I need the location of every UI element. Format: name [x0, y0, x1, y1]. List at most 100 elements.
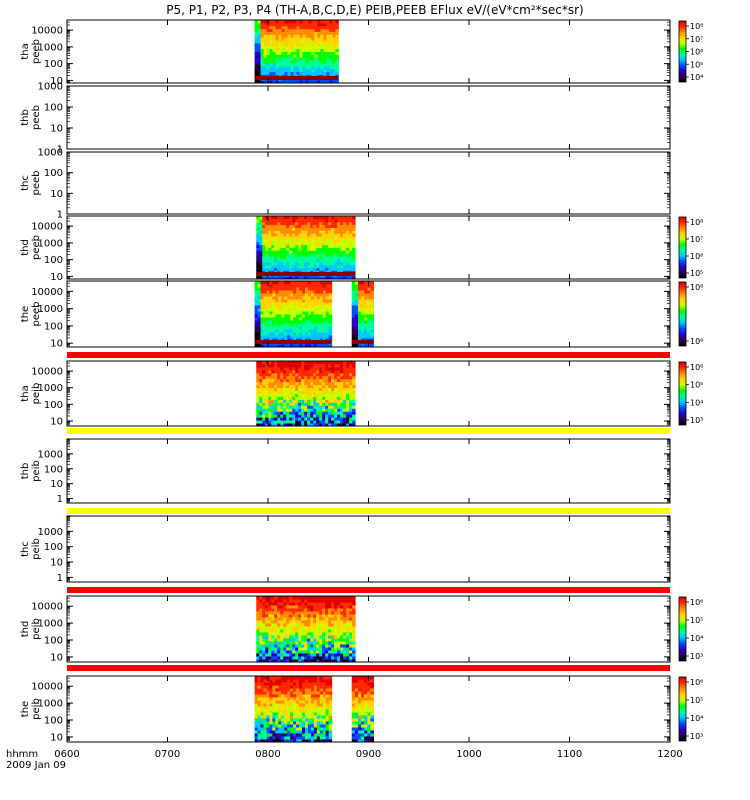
y-tick-label: 1: [57, 145, 63, 156]
panel-the-peeb: 10 100 1000 10000 thepeeb 10⁶ 10⁸: [20, 280, 703, 350]
x-tick-label: 0900: [356, 749, 381, 760]
x-axis-label-hhmm: hhmm: [6, 749, 38, 760]
y-tick-label: 10: [50, 272, 63, 283]
colorbar-tick-label: 10⁷: [690, 35, 703, 44]
panel-frame: [66, 215, 671, 280]
panel-thd-peeb: 10 100 1000 10000 thdpeeb 10⁵ 10⁶ 10⁷ 10⁸: [20, 215, 703, 283]
y-tick-label: 1000: [38, 304, 63, 315]
y-tick-label: 1000: [38, 238, 63, 249]
spectrogram-block: [254, 281, 333, 348]
colorbar-tick-label: 10⁸: [690, 22, 703, 31]
colorbar-tick-label: 10⁵: [690, 616, 703, 625]
spectrogram-block: [351, 676, 375, 743]
y-tick-label: 10: [50, 652, 63, 663]
x-tick-label: 0600: [54, 749, 79, 760]
y-tick-label: 10: [50, 189, 63, 200]
y-tick-label: 10: [50, 558, 63, 569]
spectrogram-block: [351, 281, 375, 348]
panel-frame: [66, 85, 671, 150]
x-tick-label: 0700: [155, 749, 180, 760]
panel-thd-peib: 10 100 1000 10000 thdpeib 10³ 10⁴ 10⁵ 10⁶: [20, 587, 703, 663]
panel-frame: [66, 438, 671, 504]
y-tick-label: 100: [44, 542, 63, 553]
colorbar-tick-label: 10⁵: [690, 60, 703, 69]
x-tick-label: 1000: [456, 749, 481, 760]
panel-label: thcpeib: [20, 538, 42, 560]
y-tick-label: 100: [44, 103, 63, 114]
panel-tha-peib: 10 100 1000 10000 thapeib 10³ 10⁴ 10⁵ 10⁶: [20, 352, 703, 427]
colorbar-tick-label: 10⁶: [690, 598, 703, 607]
flag-bar: [67, 428, 670, 434]
x-tick-label: 1100: [557, 749, 582, 760]
colorbar: 10³ 10⁴ 10⁵ 10⁶: [678, 676, 703, 742]
y-tick-label: 1000: [38, 527, 63, 538]
panel-thb-peeb: 1 10 100 1000 thbpeeb: [20, 82, 671, 156]
panel-label: thcpeeb: [20, 171, 42, 196]
y-tick-label: 10: [50, 416, 63, 427]
colorbar-tick-label: 10⁶: [690, 337, 703, 346]
y-tick-label: 100: [44, 716, 63, 727]
y-tick-label: 100: [44, 255, 63, 266]
x-tick-label: 0800: [255, 749, 280, 760]
colorbar-tick-label: 10⁶: [690, 48, 703, 57]
colorbar-tick-label: 10⁵: [690, 696, 703, 705]
colorbar: 10³ 10⁴ 10⁵ 10⁶: [678, 361, 703, 426]
panel-frame: [66, 151, 671, 215]
panels: 10100100010000thapeeb10⁴10⁵10⁶10⁷10⁸1101…: [20, 19, 703, 743]
colorbar-tick-label: 10⁸: [690, 283, 703, 292]
y-tick-label: 1000: [38, 619, 63, 630]
colorbar-tick-label: 10³: [690, 652, 703, 661]
colorbar-tick-label: 10⁶: [690, 363, 703, 372]
y-tick-label: 10000: [31, 367, 63, 378]
panel-label: thbpeeb: [20, 105, 42, 130]
y-tick-label: 10: [50, 479, 63, 490]
y-tick-label: 10: [50, 732, 63, 743]
y-tick-label: 100: [44, 321, 63, 332]
colorbar: 10⁵ 10⁶ 10⁷ 10⁸: [678, 216, 703, 279]
y-tick-label: 10: [50, 339, 63, 350]
panel-frame: [66, 595, 671, 663]
flag-bar: [67, 665, 670, 671]
x-axis: 0600 0700 0800 0900 1000 1100 1200: [54, 749, 682, 760]
colorbar-tick-label: 10⁵: [690, 269, 703, 278]
y-tick-label: 100: [44, 59, 63, 70]
spectrogram-block: [256, 596, 356, 663]
colorbar-tick-label: 10³: [690, 732, 703, 741]
colorbar-tick-label: 10³: [690, 416, 703, 425]
colorbar-tick-label: 10⁷: [690, 235, 703, 244]
colorbar-tick-label: 10⁴: [690, 714, 703, 723]
panel-thc-peeb: 1 10 100 1000 thcpeeb: [20, 148, 671, 221]
y-tick-label: 10000: [31, 222, 63, 233]
y-tick-label: 1: [57, 573, 63, 584]
panel-label: thepeeb: [20, 302, 42, 327]
y-tick-label: 1: [57, 210, 63, 221]
panel-the-peib: 10 100 1000 10000 thepeib 10³ 10⁴ 10⁵ 10⁶: [20, 665, 703, 743]
colorbar-tick-label: 10⁴: [690, 398, 703, 407]
colorbar-tick-label: 10⁸: [690, 218, 703, 227]
panel-label: thdpeeb: [20, 235, 42, 260]
panel-tha-peeb: 10 100 1000 10000 thapeeb 10⁴ 10⁵ 10⁶ 10⁷ 10⁸: [20, 19, 703, 87]
panel-label: thapeib: [20, 383, 42, 405]
spectrogram-block: [254, 676, 333, 743]
panel-label: thepeib: [20, 698, 42, 720]
y-tick-label: 10000: [31, 26, 63, 37]
y-tick-label: 1000: [38, 82, 63, 93]
colorbar-tick-label: 10⁴: [690, 634, 703, 643]
y-tick-label: 10000: [31, 682, 63, 693]
colorbar: 10³ 10⁴ 10⁵ 10⁶: [678, 596, 703, 662]
spectrogram-block: [256, 216, 356, 280]
y-tick-label: 1000: [38, 383, 63, 394]
plot-title: P5, P1, P2, P3, P4 (TH-A,B,C,D,E) PEIB,P…: [166, 3, 583, 17]
colorbar-tick-label: 10⁵: [690, 381, 703, 390]
flag-bar: [67, 508, 670, 514]
colorbar-tick-label: 10⁴: [690, 73, 703, 82]
y-tick-label: 1000: [38, 699, 63, 710]
spectrogram-block: [254, 20, 339, 84]
y-tick-label: 1000: [38, 42, 63, 53]
y-tick-label: 1000: [38, 148, 63, 159]
y-tick-label: 1000: [38, 449, 63, 460]
colorbar-tick-label: 10⁶: [690, 678, 703, 687]
flag-bar: [67, 587, 670, 593]
